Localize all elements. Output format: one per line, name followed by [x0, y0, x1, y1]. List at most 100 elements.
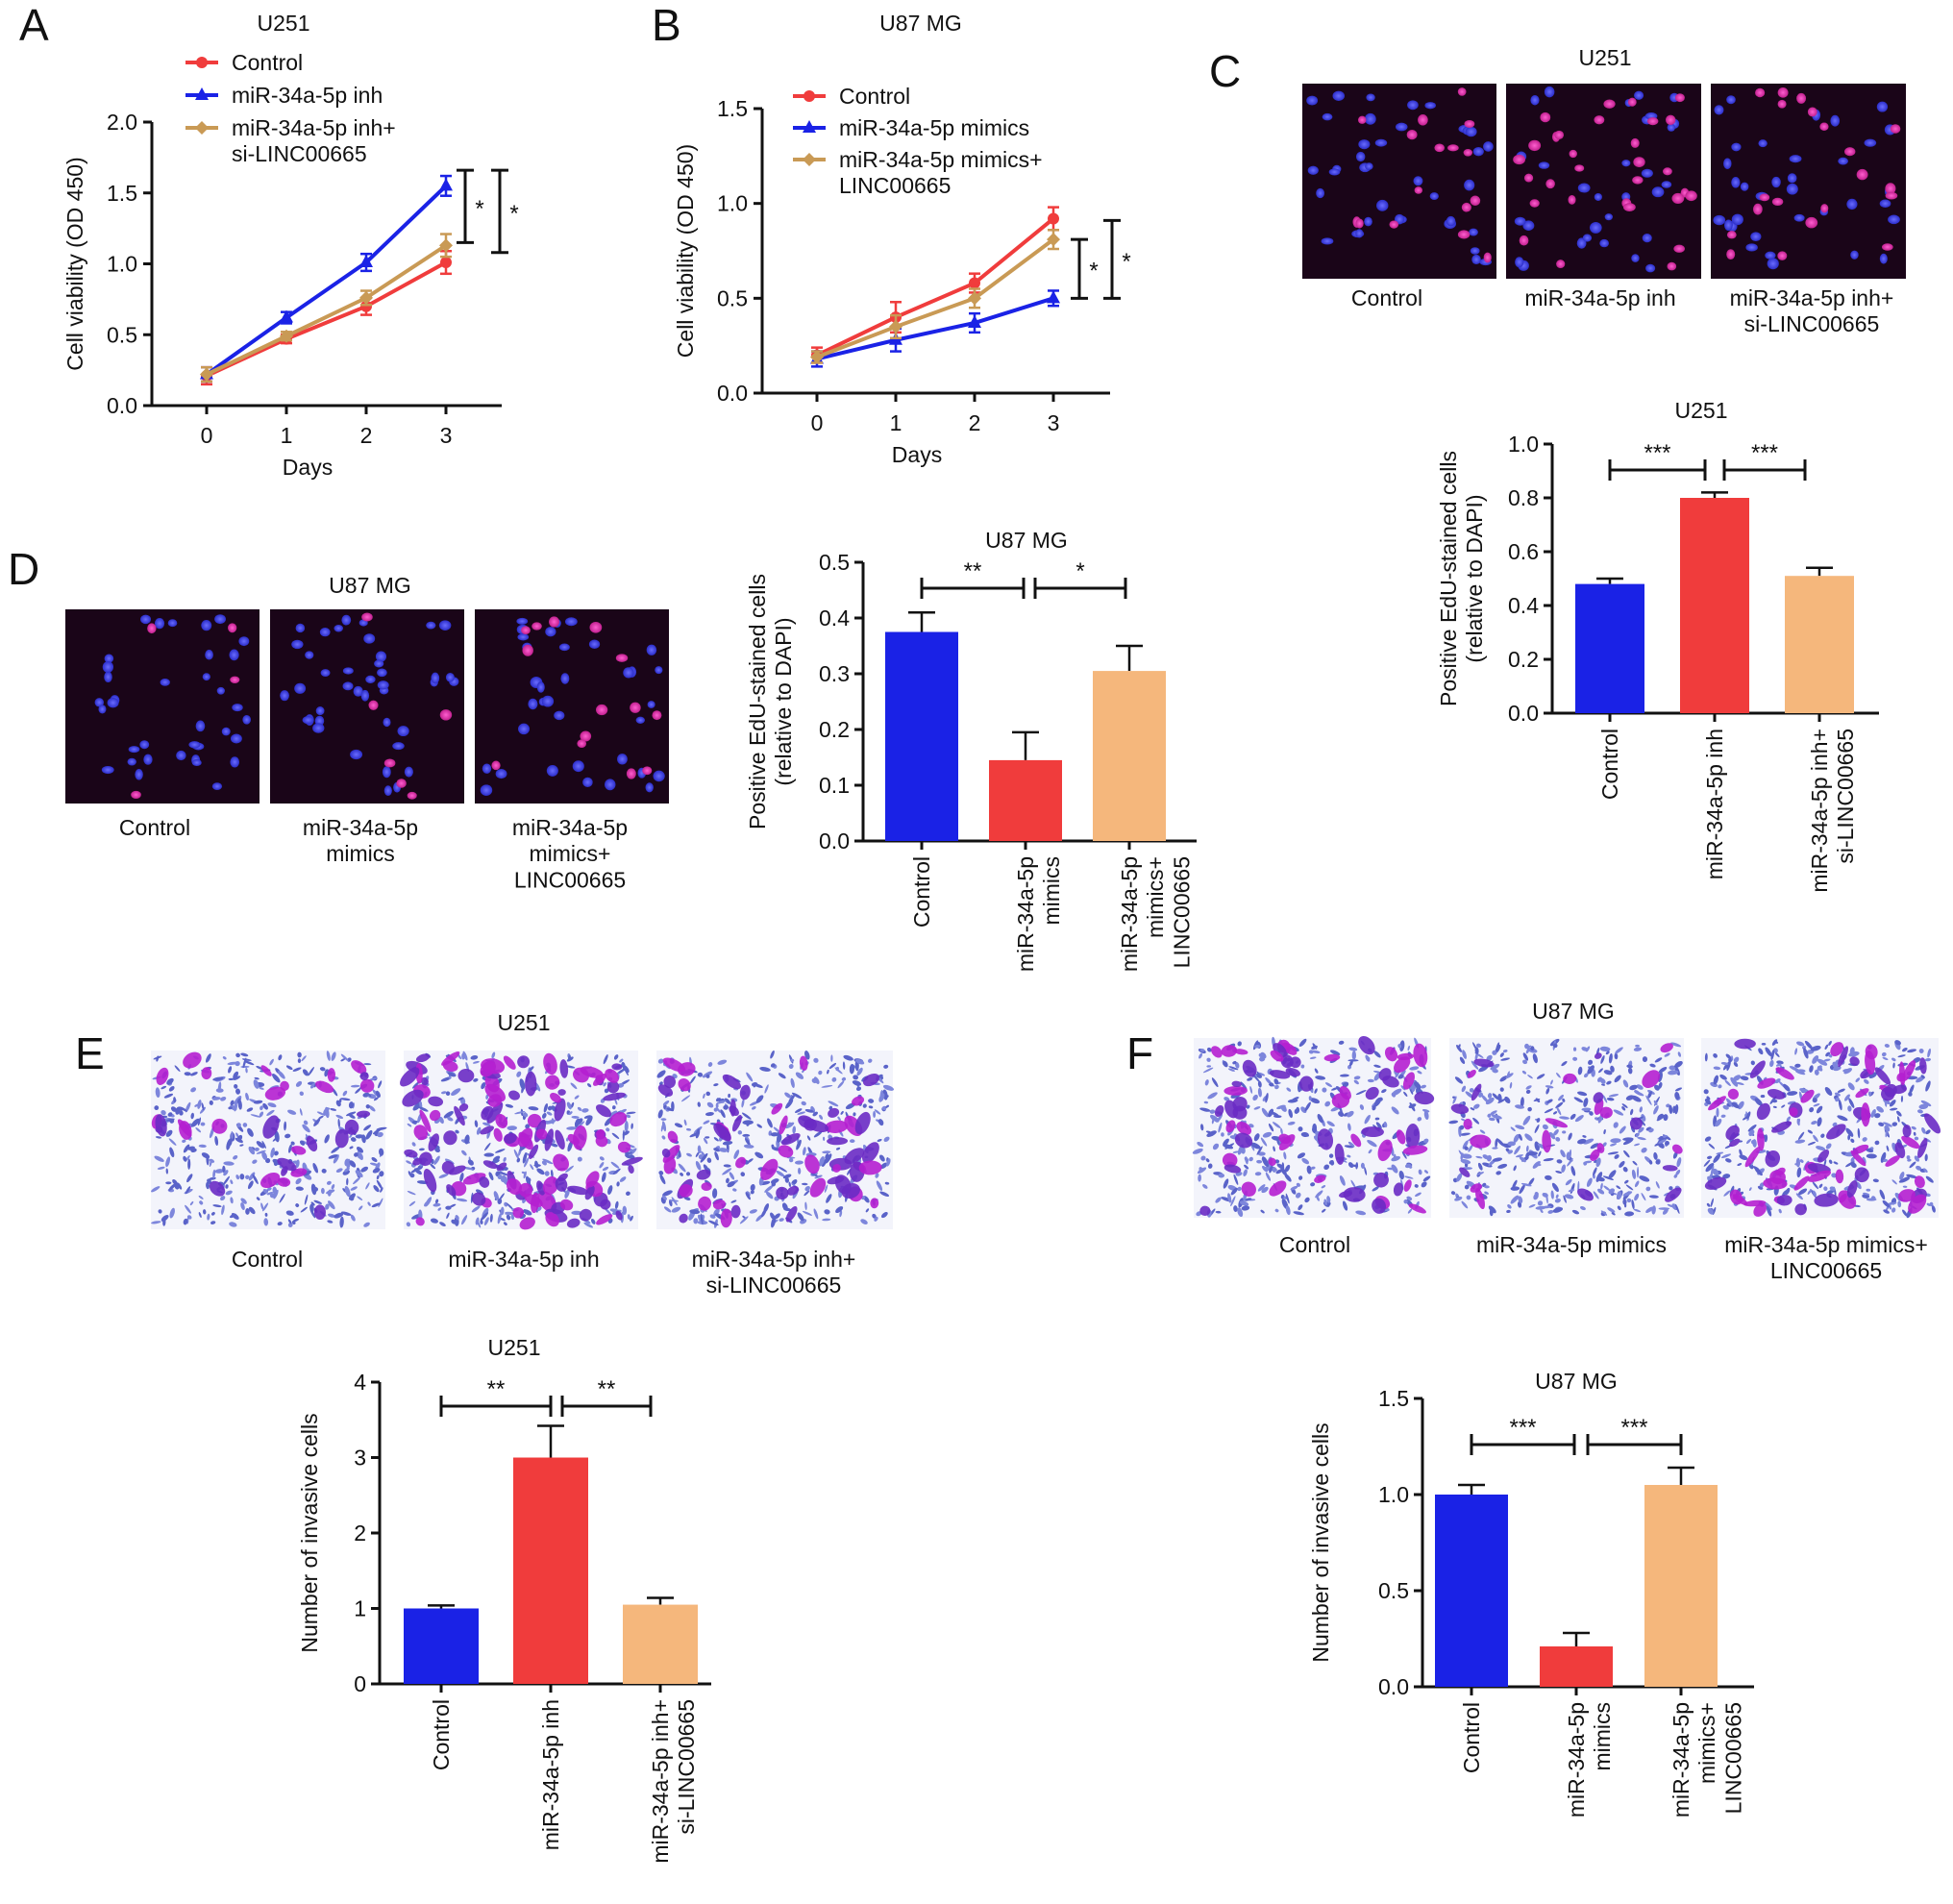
cell-blue	[1462, 1050, 1467, 1059]
cell-blue	[155, 1136, 162, 1139]
cell-blue	[1807, 1129, 1814, 1134]
cell-blue	[1673, 1174, 1678, 1178]
cell-blue	[1623, 1150, 1630, 1158]
cell-blue	[1237, 1207, 1244, 1218]
cell-blue	[1391, 1106, 1399, 1115]
cell-blue	[811, 1077, 818, 1084]
cell-blue	[663, 1206, 672, 1213]
invasive-cell	[1662, 1165, 1678, 1172]
cell-blue	[471, 1205, 481, 1213]
cell-blue	[1669, 1065, 1676, 1071]
cell-blue	[1600, 1182, 1603, 1190]
cell-blue	[376, 1179, 383, 1190]
invasive-cell	[760, 1158, 779, 1181]
cell-blue	[705, 1074, 710, 1078]
cell-blue	[499, 1193, 505, 1200]
edu-nucleus	[491, 760, 501, 771]
cell-blue	[1811, 1121, 1817, 1125]
dapi-nucleus	[312, 723, 325, 733]
series-line	[816, 216, 1055, 358]
cell-blue	[1638, 1126, 1644, 1133]
cell-blue	[1731, 1101, 1740, 1109]
cell-blue	[510, 1214, 515, 1221]
cell-blue	[604, 1088, 609, 1094]
cell-blue	[371, 1202, 381, 1208]
cell-blue	[1884, 1100, 1888, 1107]
cell-blue	[813, 1057, 819, 1063]
edu-nucleus	[1630, 137, 1640, 148]
invasive-cell	[359, 1078, 375, 1093]
dapi-nucleus	[1464, 179, 1475, 191]
cell-blue	[1672, 1151, 1678, 1159]
invasive-cell	[486, 1101, 504, 1124]
micrograph-background	[65, 609, 260, 804]
cell-blue	[662, 1100, 670, 1106]
cell-blue	[185, 1155, 190, 1161]
invasive-cell	[678, 1062, 696, 1076]
cell-blue	[1528, 1203, 1536, 1208]
cell-blue	[187, 1158, 191, 1170]
cell-blue	[284, 1133, 291, 1139]
cell-blue	[1520, 1097, 1524, 1108]
cell-blue	[1653, 1100, 1658, 1106]
cell-blue	[614, 1200, 619, 1209]
edu-nucleus	[1805, 216, 1818, 229]
invasive-cell	[201, 1067, 212, 1080]
cell-blue	[574, 1095, 580, 1100]
cell-blue	[1883, 1122, 1892, 1127]
cell-blue	[1563, 1195, 1567, 1203]
cell-blue	[1675, 1203, 1680, 1215]
cell-blue	[443, 1111, 454, 1119]
cell-blue	[878, 1154, 885, 1162]
cell-blue	[756, 1124, 763, 1128]
edu-nucleus	[1666, 114, 1676, 125]
cell-blue	[1605, 1051, 1610, 1055]
cell-blue	[1257, 1184, 1266, 1192]
invasive-cell	[628, 1164, 634, 1175]
invasive-cell	[1470, 1134, 1492, 1149]
cell-blue	[705, 1136, 710, 1139]
x-tick-label: miR-34a-5p inh+si-LINC00665	[1807, 729, 1858, 893]
cell-blue	[1813, 1103, 1820, 1107]
cell-blue	[1268, 1108, 1274, 1118]
image-label: miR-34a-5p mimics+ LINC00665	[512, 815, 628, 892]
cell-blue	[357, 1196, 363, 1200]
x-axis-label: Days	[283, 455, 333, 480]
cell-blue	[826, 1194, 832, 1203]
cell-blue	[1421, 1181, 1427, 1188]
cell-blue	[743, 1144, 754, 1149]
cell-blue	[1787, 1091, 1798, 1096]
invasive-cell	[804, 1119, 829, 1132]
cell-blue	[1497, 1163, 1508, 1169]
cell-blue	[1622, 1167, 1628, 1173]
cell-blue	[1261, 1165, 1269, 1173]
cell-blue	[1309, 1056, 1317, 1059]
cell-blue	[1561, 1060, 1568, 1067]
edu-nucleus	[1434, 143, 1446, 153]
cell-blue	[1583, 1138, 1595, 1145]
dapi-nucleus	[211, 782, 223, 790]
cell-blue	[784, 1176, 789, 1183]
edu-nucleus	[1540, 111, 1551, 123]
invasive-cell	[428, 1133, 439, 1151]
cell-blue	[534, 1160, 539, 1169]
cell-blue	[1518, 1133, 1522, 1141]
invasive-cell	[1865, 1050, 1876, 1076]
cell-blue	[680, 1095, 691, 1102]
cell-blue	[1795, 1071, 1806, 1076]
cell-blue	[1872, 1178, 1879, 1183]
cell-blue	[259, 1086, 264, 1090]
cell-blue	[542, 1158, 554, 1165]
invasive-cell	[457, 1069, 475, 1083]
dapi-nucleus	[404, 766, 413, 778]
cell-blue	[463, 1167, 474, 1171]
cell-blue	[1909, 1084, 1915, 1095]
dapi-nucleus	[383, 717, 391, 728]
cell-blue	[297, 1051, 302, 1058]
cell-blue	[771, 1181, 777, 1187]
dapi-nucleus	[1472, 147, 1484, 157]
cell-blue	[774, 1213, 780, 1220]
invasive-cell	[458, 1103, 469, 1112]
cell-blue	[1268, 1123, 1274, 1132]
